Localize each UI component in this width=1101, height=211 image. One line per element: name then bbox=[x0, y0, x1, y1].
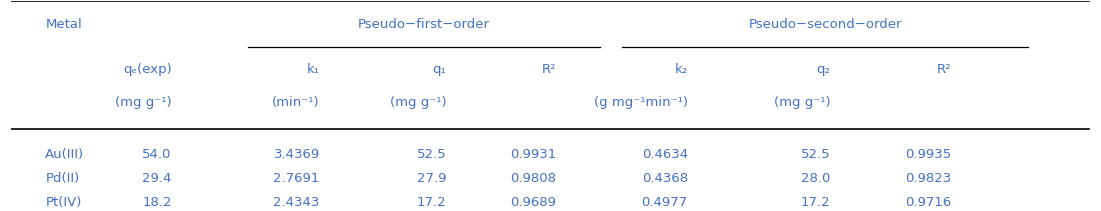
Text: 52.5: 52.5 bbox=[800, 148, 830, 161]
Text: 0.9716: 0.9716 bbox=[905, 196, 951, 209]
Text: 2.7691: 2.7691 bbox=[273, 172, 320, 185]
Text: (mg g⁻¹): (mg g⁻¹) bbox=[115, 96, 172, 109]
Text: Pseudo−second−order: Pseudo−second−order bbox=[749, 18, 902, 31]
Text: Pseudo−first−order: Pseudo−first−order bbox=[358, 18, 490, 31]
Text: 0.9931: 0.9931 bbox=[510, 148, 556, 161]
Text: 0.9935: 0.9935 bbox=[905, 148, 951, 161]
Text: 27.9: 27.9 bbox=[416, 172, 446, 185]
Text: 0.4368: 0.4368 bbox=[642, 172, 688, 185]
Text: 2.4343: 2.4343 bbox=[273, 196, 320, 209]
Text: R²: R² bbox=[542, 63, 556, 76]
Text: Metal: Metal bbox=[45, 18, 83, 31]
Text: 17.2: 17.2 bbox=[800, 196, 830, 209]
Text: (min⁻¹): (min⁻¹) bbox=[272, 96, 320, 109]
Text: 54.0: 54.0 bbox=[142, 148, 172, 161]
Text: 0.9808: 0.9808 bbox=[510, 172, 556, 185]
Text: 18.2: 18.2 bbox=[142, 196, 172, 209]
Text: 0.4977: 0.4977 bbox=[642, 196, 688, 209]
Text: 0.9823: 0.9823 bbox=[905, 172, 951, 185]
Text: Au(III): Au(III) bbox=[45, 148, 85, 161]
Text: Pt(IV): Pt(IV) bbox=[45, 196, 81, 209]
Text: 0.4634: 0.4634 bbox=[642, 148, 688, 161]
Text: (mg g⁻¹): (mg g⁻¹) bbox=[390, 96, 446, 109]
Text: q₁: q₁ bbox=[433, 63, 446, 76]
Text: 17.2: 17.2 bbox=[416, 196, 446, 209]
Text: 29.4: 29.4 bbox=[142, 172, 172, 185]
Text: (g mg⁻¹min⁻¹): (g mg⁻¹min⁻¹) bbox=[593, 96, 688, 109]
Text: 28.0: 28.0 bbox=[802, 172, 830, 185]
Text: k₁: k₁ bbox=[307, 63, 320, 76]
Text: 3.4369: 3.4369 bbox=[274, 148, 320, 161]
Text: 0.9689: 0.9689 bbox=[510, 196, 556, 209]
Text: k₂: k₂ bbox=[675, 63, 688, 76]
Text: R²: R² bbox=[937, 63, 951, 76]
Text: 52.5: 52.5 bbox=[416, 148, 446, 161]
Text: q₂: q₂ bbox=[817, 63, 830, 76]
Text: Pd(II): Pd(II) bbox=[45, 172, 79, 185]
Text: qₑ(exp): qₑ(exp) bbox=[123, 63, 172, 76]
Text: (mg g⁻¹): (mg g⁻¹) bbox=[774, 96, 830, 109]
